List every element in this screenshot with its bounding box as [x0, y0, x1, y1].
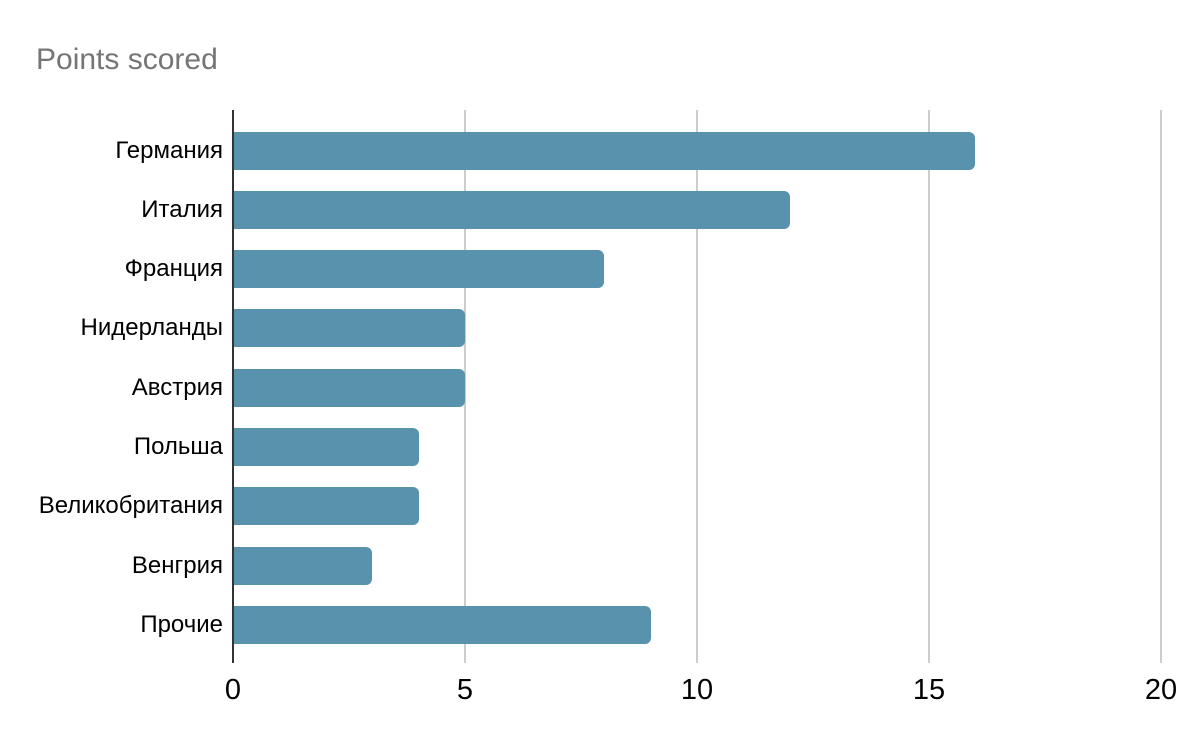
category-label-1: Италия [141, 195, 223, 223]
bar-4[interactable] [234, 368, 465, 407]
y-axis-line [232, 110, 234, 663]
category-label-0: Германия [115, 136, 223, 164]
bar-2[interactable] [234, 250, 605, 289]
x-axis-tick-label-0: 0 [224, 674, 242, 706]
bar-6[interactable] [234, 487, 419, 526]
gridline-x-10 [696, 110, 698, 663]
gridline-x-15 [928, 110, 930, 663]
bar-5[interactable] [234, 428, 419, 466]
bar-8[interactable] [234, 605, 651, 644]
gridline-x-20 [1160, 110, 1162, 663]
bar-7[interactable] [234, 546, 373, 585]
x-axis-tick-label-20: 20 [1144, 674, 1178, 706]
bar-3[interactable] [234, 309, 465, 348]
category-label-4: Австрия [131, 373, 223, 401]
category-label-2: Франция [124, 255, 223, 283]
chart-title: Points scored [36, 43, 218, 76]
category-label-3: Нидерланды [80, 314, 223, 342]
plot-area: 0 5 10 15 20 Германия Италия Франция Нидерланды А… [39, 110, 1177, 705]
category-label-7: Венгрия [131, 551, 223, 579]
x-axis-tick-label-15: 15 [912, 674, 946, 706]
category-label-8: Прочие [140, 610, 223, 638]
x-axis-tick-label-5: 5 [456, 674, 474, 706]
gridline-x-5 [464, 110, 466, 663]
bar-1[interactable] [234, 190, 790, 229]
bar-0[interactable] [234, 131, 976, 170]
category-label-5: Польша [133, 433, 223, 460]
category-label-6: Великобритания [38, 492, 223, 520]
x-axis-tick-label-10: 10 [680, 674, 714, 706]
